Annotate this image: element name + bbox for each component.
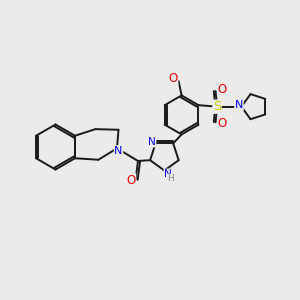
Text: O: O xyxy=(218,83,227,96)
Text: N: N xyxy=(164,169,172,179)
Text: O: O xyxy=(169,72,178,85)
Text: N: N xyxy=(235,100,243,110)
Text: H: H xyxy=(168,175,174,184)
Text: S: S xyxy=(213,100,221,113)
Text: O: O xyxy=(218,117,227,130)
Text: N: N xyxy=(148,137,156,147)
Text: N: N xyxy=(114,146,123,156)
Text: O: O xyxy=(127,174,136,187)
